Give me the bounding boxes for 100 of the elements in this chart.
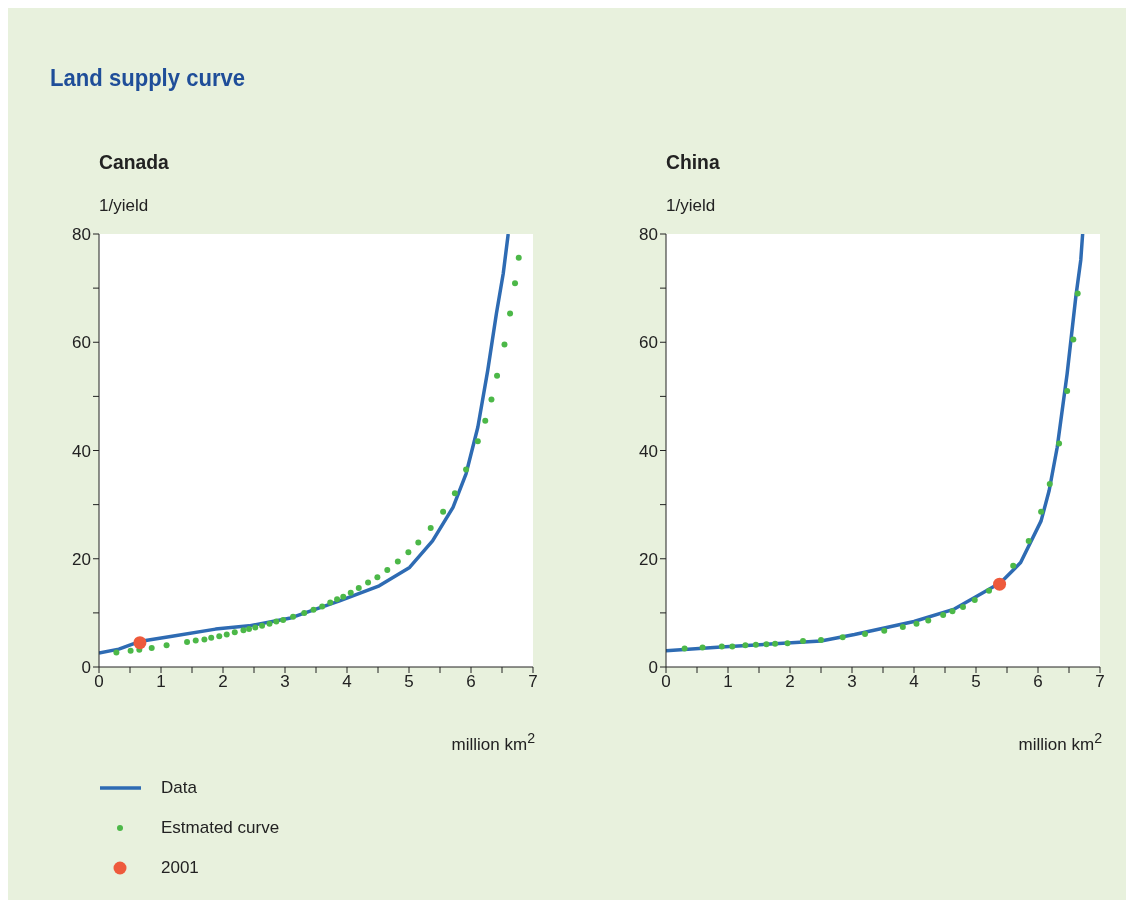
point [971,596,978,603]
point [327,599,334,606]
x-tick-label: 6 [466,672,476,692]
point [301,609,308,616]
x-tick-label: 2 [218,672,228,692]
point [246,626,253,633]
point [365,579,372,586]
point [259,622,266,629]
point [494,372,501,379]
point [752,641,759,648]
point [1010,562,1017,569]
y-tick-label: 20 [72,549,91,569]
x-tick-label: 0 [94,672,104,692]
point [240,627,247,634]
point [512,280,519,287]
point [374,574,381,581]
y-tick-label: 80 [72,225,91,245]
legend-label: Data [161,778,197,798]
x-tick-label: 2 [785,672,795,692]
x-tick-label: 7 [1095,672,1105,692]
point [290,613,297,620]
point [113,649,120,656]
x-tick-label: 7 [528,672,538,692]
point [355,584,362,591]
x-tick-label: 1 [723,672,733,692]
point [818,636,824,643]
point [347,589,354,596]
point [231,629,238,636]
x-tick-label: 6 [1033,672,1043,692]
point [800,638,807,645]
point [474,438,481,445]
y-tick-label: 40 [72,441,91,461]
point [163,642,170,649]
line-series [99,234,510,655]
point [273,618,280,625]
point [784,640,791,647]
point [699,644,706,651]
legend-label: 2001 [161,858,199,878]
x-tick-label: 3 [847,672,857,692]
point [862,630,869,637]
point [208,634,215,641]
point [507,310,514,317]
x-tick-label: 0 [661,672,671,692]
point [681,645,688,652]
point [501,341,508,348]
point [280,616,287,623]
y-tick-label: 0 [81,658,91,678]
point [763,641,770,648]
x-axis-title: million km$^{2}$ [450,730,535,755]
point [252,624,259,631]
x-tick-label: 4 [342,672,352,692]
y-tick-label: 40 [639,441,658,461]
y-axis-title: 1/yield [666,196,716,216]
point [742,642,749,649]
point [127,647,134,654]
point [201,636,208,643]
point [1056,440,1063,447]
point [839,634,846,641]
point [925,617,932,624]
x-tick-label: 5 [404,672,414,692]
chart-subtitle: Canada [99,150,169,174]
point [148,645,155,652]
chart-title: China [666,150,720,174]
point [1074,290,1081,297]
point [1046,481,1053,488]
point [488,396,495,403]
point [899,623,906,630]
point [133,636,147,650]
y-tick-label: 0 [648,658,658,678]
point [216,633,223,640]
point [334,596,341,603]
point [384,567,391,574]
point [451,490,458,497]
point [415,539,422,546]
point [1038,508,1045,515]
point [515,254,522,261]
point [192,637,199,644]
legend-label: Estmated curve [161,818,280,838]
point [940,612,947,619]
point [405,549,412,556]
point [184,639,191,646]
y-tick-label: 20 [639,549,658,569]
y-tick-label: 60 [72,333,91,353]
point [394,558,401,565]
point [949,608,956,615]
x-tick-label: 5 [971,672,981,692]
point [1025,537,1032,544]
point [986,587,993,594]
point [223,631,230,638]
x-tick-label: 3 [280,672,290,692]
line-series [666,234,1085,653]
point [266,620,273,627]
point [1064,387,1071,394]
point [310,606,317,613]
point [993,577,1007,591]
x-axis-title: million km$^{2}$ [1017,730,1102,755]
point [319,603,326,610]
y-tick-label: 60 [639,333,658,353]
point [440,508,447,515]
point [959,603,966,610]
